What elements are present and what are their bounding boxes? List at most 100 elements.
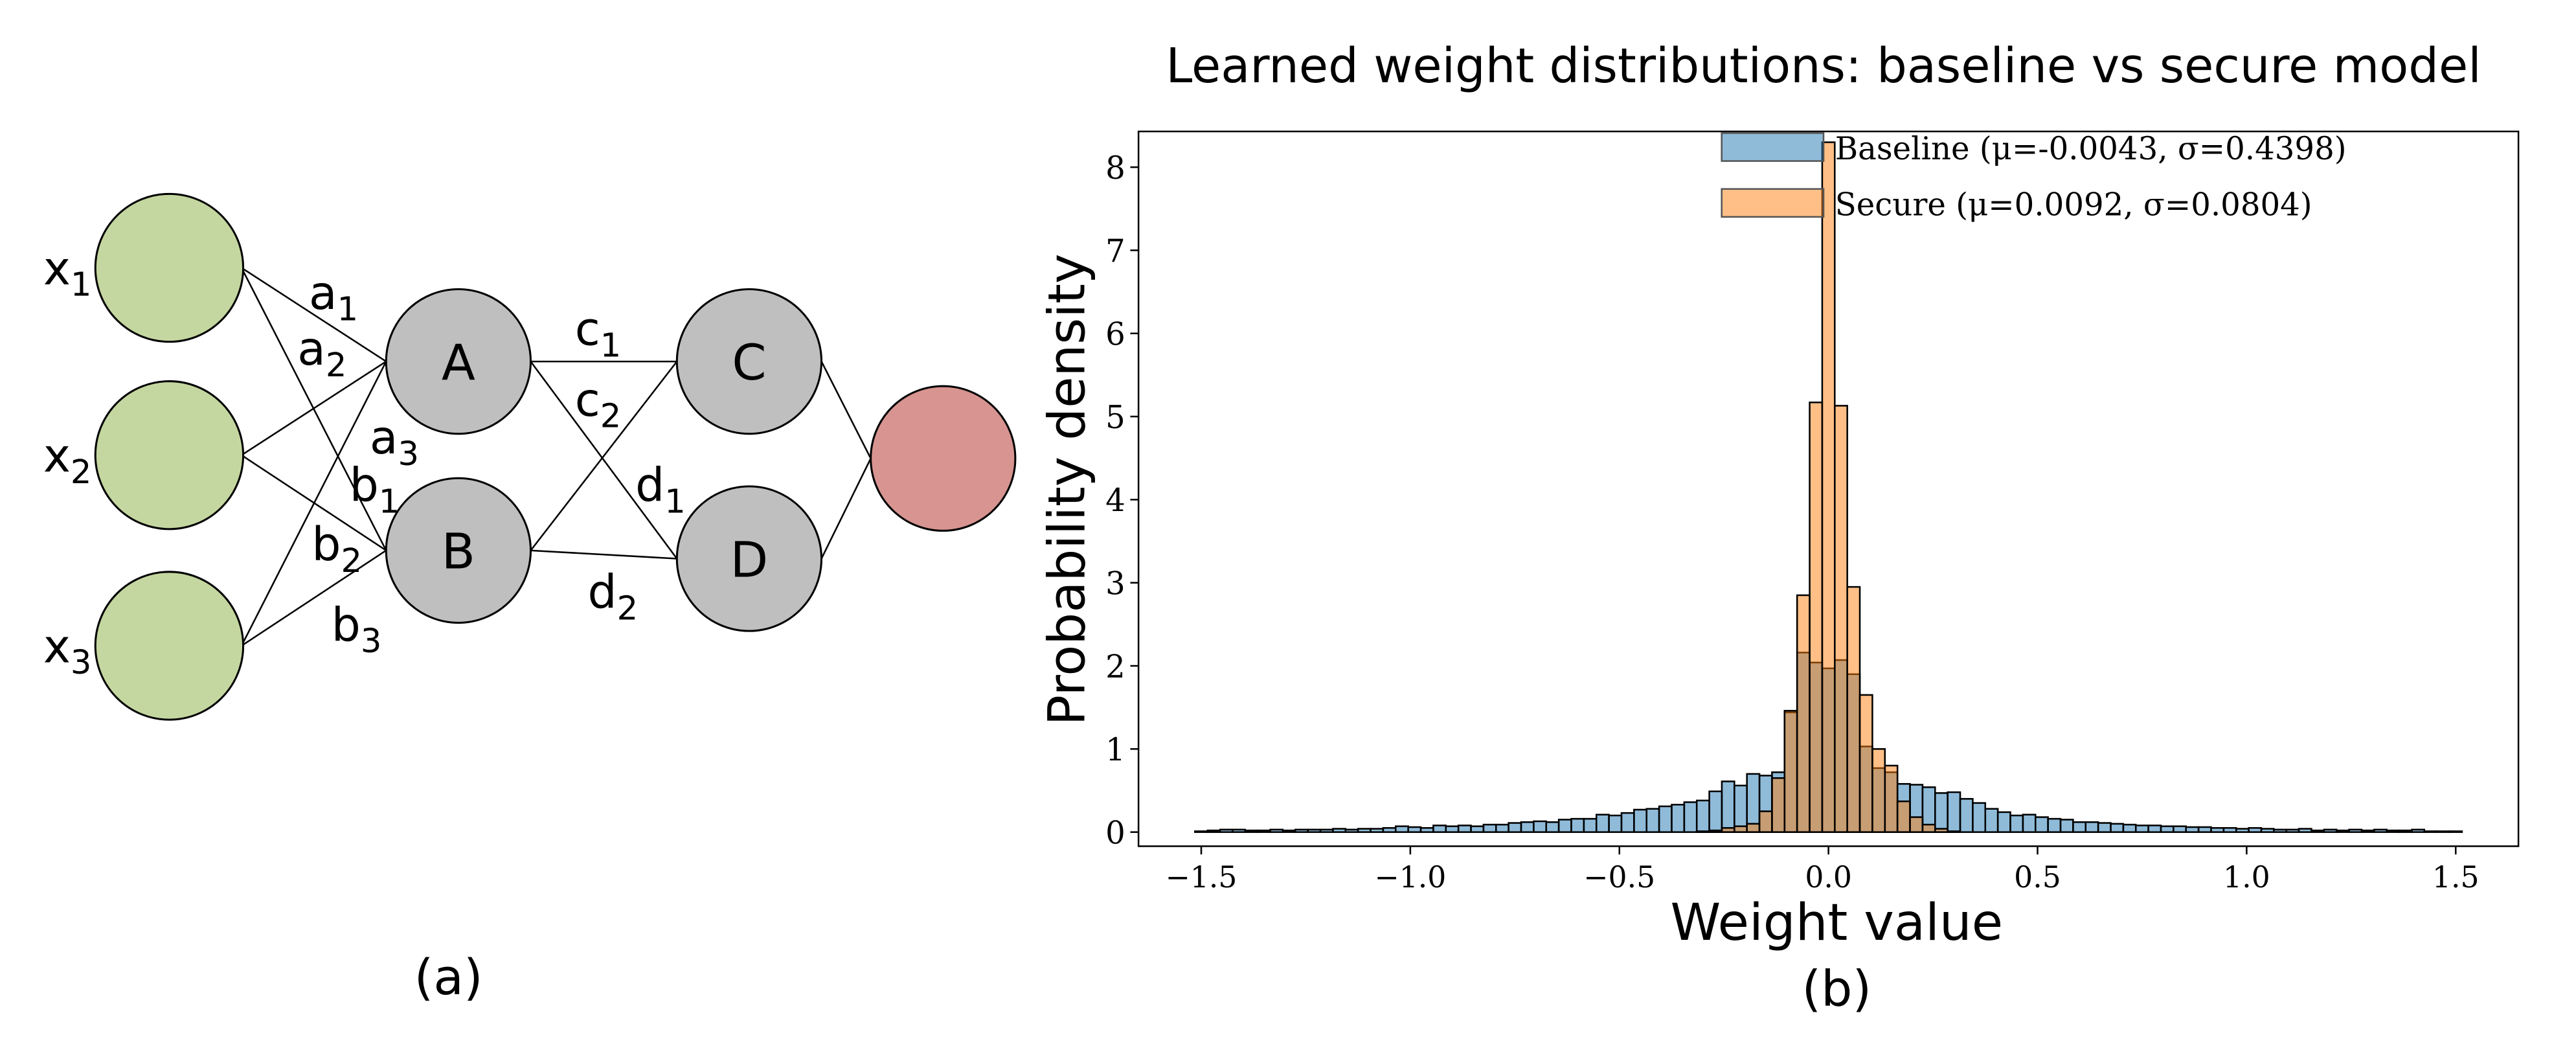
weight-label-a1: a1 — [309, 266, 358, 329]
weight-label-a2-main: a — [297, 322, 326, 376]
hidden-node-B — [385, 477, 532, 624]
bar-secure — [1821, 141, 1836, 833]
bar-baseline — [2134, 825, 2149, 833]
bar-secure — [1809, 401, 1824, 833]
bar-baseline — [2235, 828, 2250, 833]
y-tick-label: 0 — [1105, 815, 1125, 851]
node-label-A: A — [442, 334, 475, 391]
bar-baseline — [2448, 830, 2463, 833]
bar-baseline — [1708, 790, 1723, 833]
output-node — [870, 385, 1017, 532]
network-edges — [240, 267, 872, 647]
bar-baseline — [1382, 826, 1397, 833]
bar-baseline — [2260, 828, 2275, 833]
weight-label-a1-main: a — [309, 266, 337, 320]
weight-label-b1-main: b — [350, 459, 379, 512]
weight-label-a2: a2 — [297, 322, 346, 385]
bar-baseline — [1482, 823, 1497, 833]
bar-baseline — [2173, 825, 2187, 833]
y-axis-ticks: 0 1 2 3 4 5 6 7 8 — [1105, 150, 1139, 851]
bar-baseline — [1620, 812, 1635, 833]
bar-secure — [1783, 710, 1798, 833]
input-label-3-main: x — [43, 619, 71, 673]
bar-secure — [1921, 823, 1936, 833]
x-axis-ticks: −1.5 −1.0 −0.5 0.0 0.5 1.0 1.5 — [1166, 846, 2480, 894]
bar-secure — [1934, 828, 1949, 833]
weight-label-c1: c1 — [575, 302, 622, 365]
bar-baseline — [1432, 825, 1447, 833]
bar-baseline — [1721, 780, 1735, 833]
bar-secure — [1834, 405, 1848, 833]
bar-baseline — [1671, 804, 1686, 833]
bar-secure — [1884, 764, 1899, 833]
x-tick-label: 0.5 — [2014, 860, 2061, 894]
bar-baseline — [2398, 829, 2413, 833]
bar-baseline — [2323, 828, 2338, 833]
bar-baseline — [1294, 828, 1309, 833]
bar-baseline — [2310, 829, 2325, 833]
input-label-3: x3 — [43, 619, 92, 682]
x-tick-label: 1.5 — [2432, 860, 2480, 894]
bar-baseline — [2273, 828, 2287, 833]
weight-label-c2-subscript: 2 — [600, 398, 622, 436]
weight-label-a1-subscript: 1 — [337, 291, 359, 329]
bar-baseline — [1633, 808, 1647, 833]
bar-baseline — [2222, 826, 2237, 833]
weight-label-d1: d1 — [635, 459, 686, 521]
bar-baseline — [1407, 826, 1422, 833]
weight-label-d2-main: d — [588, 565, 617, 619]
x-tick-label: 1.0 — [2223, 860, 2270, 894]
bar-baseline — [1947, 791, 1961, 833]
bar-baseline — [1395, 825, 1409, 833]
edge-C-output — [820, 361, 872, 459]
bar-baseline — [2423, 830, 2438, 833]
weight-label-a3-main: a — [370, 411, 398, 464]
weight-label-b2: b2 — [311, 518, 362, 580]
bar-baseline — [1232, 828, 1247, 833]
bar-baseline — [2435, 830, 2450, 833]
input-node-2 — [94, 380, 245, 530]
weight-label-b1: b1 — [350, 459, 400, 521]
legend-label-baseline: Baseline (μ=-0.0043, σ=0.4398) — [1835, 131, 2347, 167]
bar-secure — [1846, 586, 1861, 833]
bar-secure — [1896, 800, 1911, 833]
bar-baseline — [1357, 828, 1372, 833]
bar-baseline — [1570, 817, 1585, 833]
bar-baseline — [2085, 821, 2099, 833]
bar-baseline — [1695, 799, 1710, 833]
bar-secure — [1909, 816, 1924, 833]
weight-label-b2-subscript: 2 — [341, 542, 362, 580]
edge-x3-A — [240, 361, 387, 646]
bar-baseline — [1457, 825, 1472, 833]
weight-label-d1-subscript: 1 — [664, 483, 686, 521]
y-tick-label: 6 — [1105, 317, 1125, 353]
bar-baseline — [1959, 798, 1974, 833]
y-axis-label: Probability density — [1037, 254, 1096, 726]
bar-secure — [1871, 748, 1886, 833]
bar-baseline — [2047, 817, 2062, 833]
edge-x1-A — [241, 267, 387, 363]
input-label-2-main: x — [43, 429, 71, 483]
y-tick-label: 8 — [1105, 150, 1125, 187]
input-label-2-subscript: 2 — [71, 453, 92, 492]
bar-baseline — [2197, 826, 2212, 833]
bar-baseline — [1370, 828, 1384, 833]
weight-label-a3-subscript: 3 — [398, 435, 419, 473]
bar-baseline — [1307, 828, 1322, 833]
y-tick-label: 5 — [1105, 400, 1125, 436]
bar-baseline — [1332, 828, 1347, 833]
y-tick-label: 7 — [1105, 233, 1125, 269]
weight-label-d2-subscript: 2 — [617, 589, 638, 628]
bar-baseline — [1244, 829, 1259, 833]
x-tick-label: −1.5 — [1166, 860, 1237, 894]
bar-secure — [1695, 830, 1710, 833]
bar-baseline — [1419, 826, 1434, 833]
bar-baseline — [1595, 814, 1610, 833]
node-label-D: D — [730, 530, 769, 588]
bar-baseline — [1445, 825, 1460, 833]
bar-baseline — [1495, 823, 1509, 833]
